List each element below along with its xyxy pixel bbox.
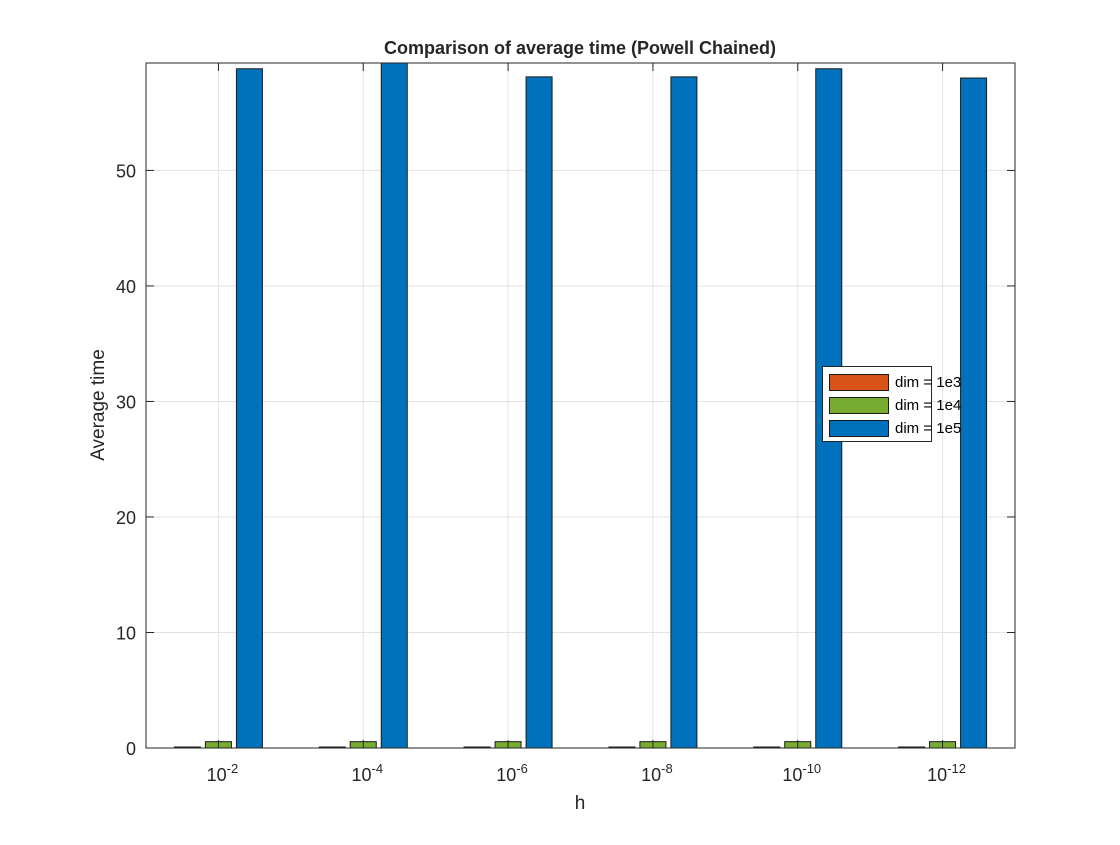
- chart-title: Comparison of average time (Powell Chain…: [384, 38, 776, 58]
- legend-swatch: [829, 419, 889, 437]
- y-tick-label: 40: [116, 277, 136, 297]
- legend-swatch: [829, 373, 889, 391]
- legend-item-dim-1e4: dim = 1e4: [829, 395, 961, 415]
- x-tick-label: 10-10: [782, 761, 821, 785]
- y-tick-label: 20: [116, 508, 136, 528]
- plot-frame: [145, 62, 1016, 749]
- x-tick-label: 10-8: [641, 761, 673, 785]
- bar: [235, 68, 263, 749]
- y-tick-label: 0: [126, 739, 136, 759]
- x-tick-label: 10-6: [496, 761, 528, 785]
- bar: [525, 76, 553, 749]
- legend-item-dim-1e3: dim = 1e3: [829, 372, 961, 392]
- bar: [670, 76, 698, 749]
- legend-label: dim = 1e4: [895, 396, 962, 414]
- x-axis-label: h: [575, 793, 586, 814]
- legend-label: dim = 1e5: [895, 419, 962, 437]
- y-tick-label: 50: [116, 161, 136, 181]
- legend-label: dim = 1e3: [895, 373, 962, 391]
- legend: dim = 1e3 dim = 1e4 dim = 1e5: [822, 366, 961, 442]
- y-tick-label: 10: [116, 623, 136, 643]
- y-tick-label: 30: [116, 392, 136, 412]
- legend-swatch: [829, 396, 889, 414]
- x-tick-label: 10-4: [351, 761, 383, 785]
- bar: [380, 62, 408, 749]
- bar: [960, 77, 988, 749]
- y-axis-label: Average time: [88, 349, 109, 461]
- x-tick-label: 10-2: [207, 761, 239, 785]
- x-tick-label: 10-12: [927, 761, 966, 785]
- legend-item-dim-1e5: dim = 1e5: [829, 418, 961, 438]
